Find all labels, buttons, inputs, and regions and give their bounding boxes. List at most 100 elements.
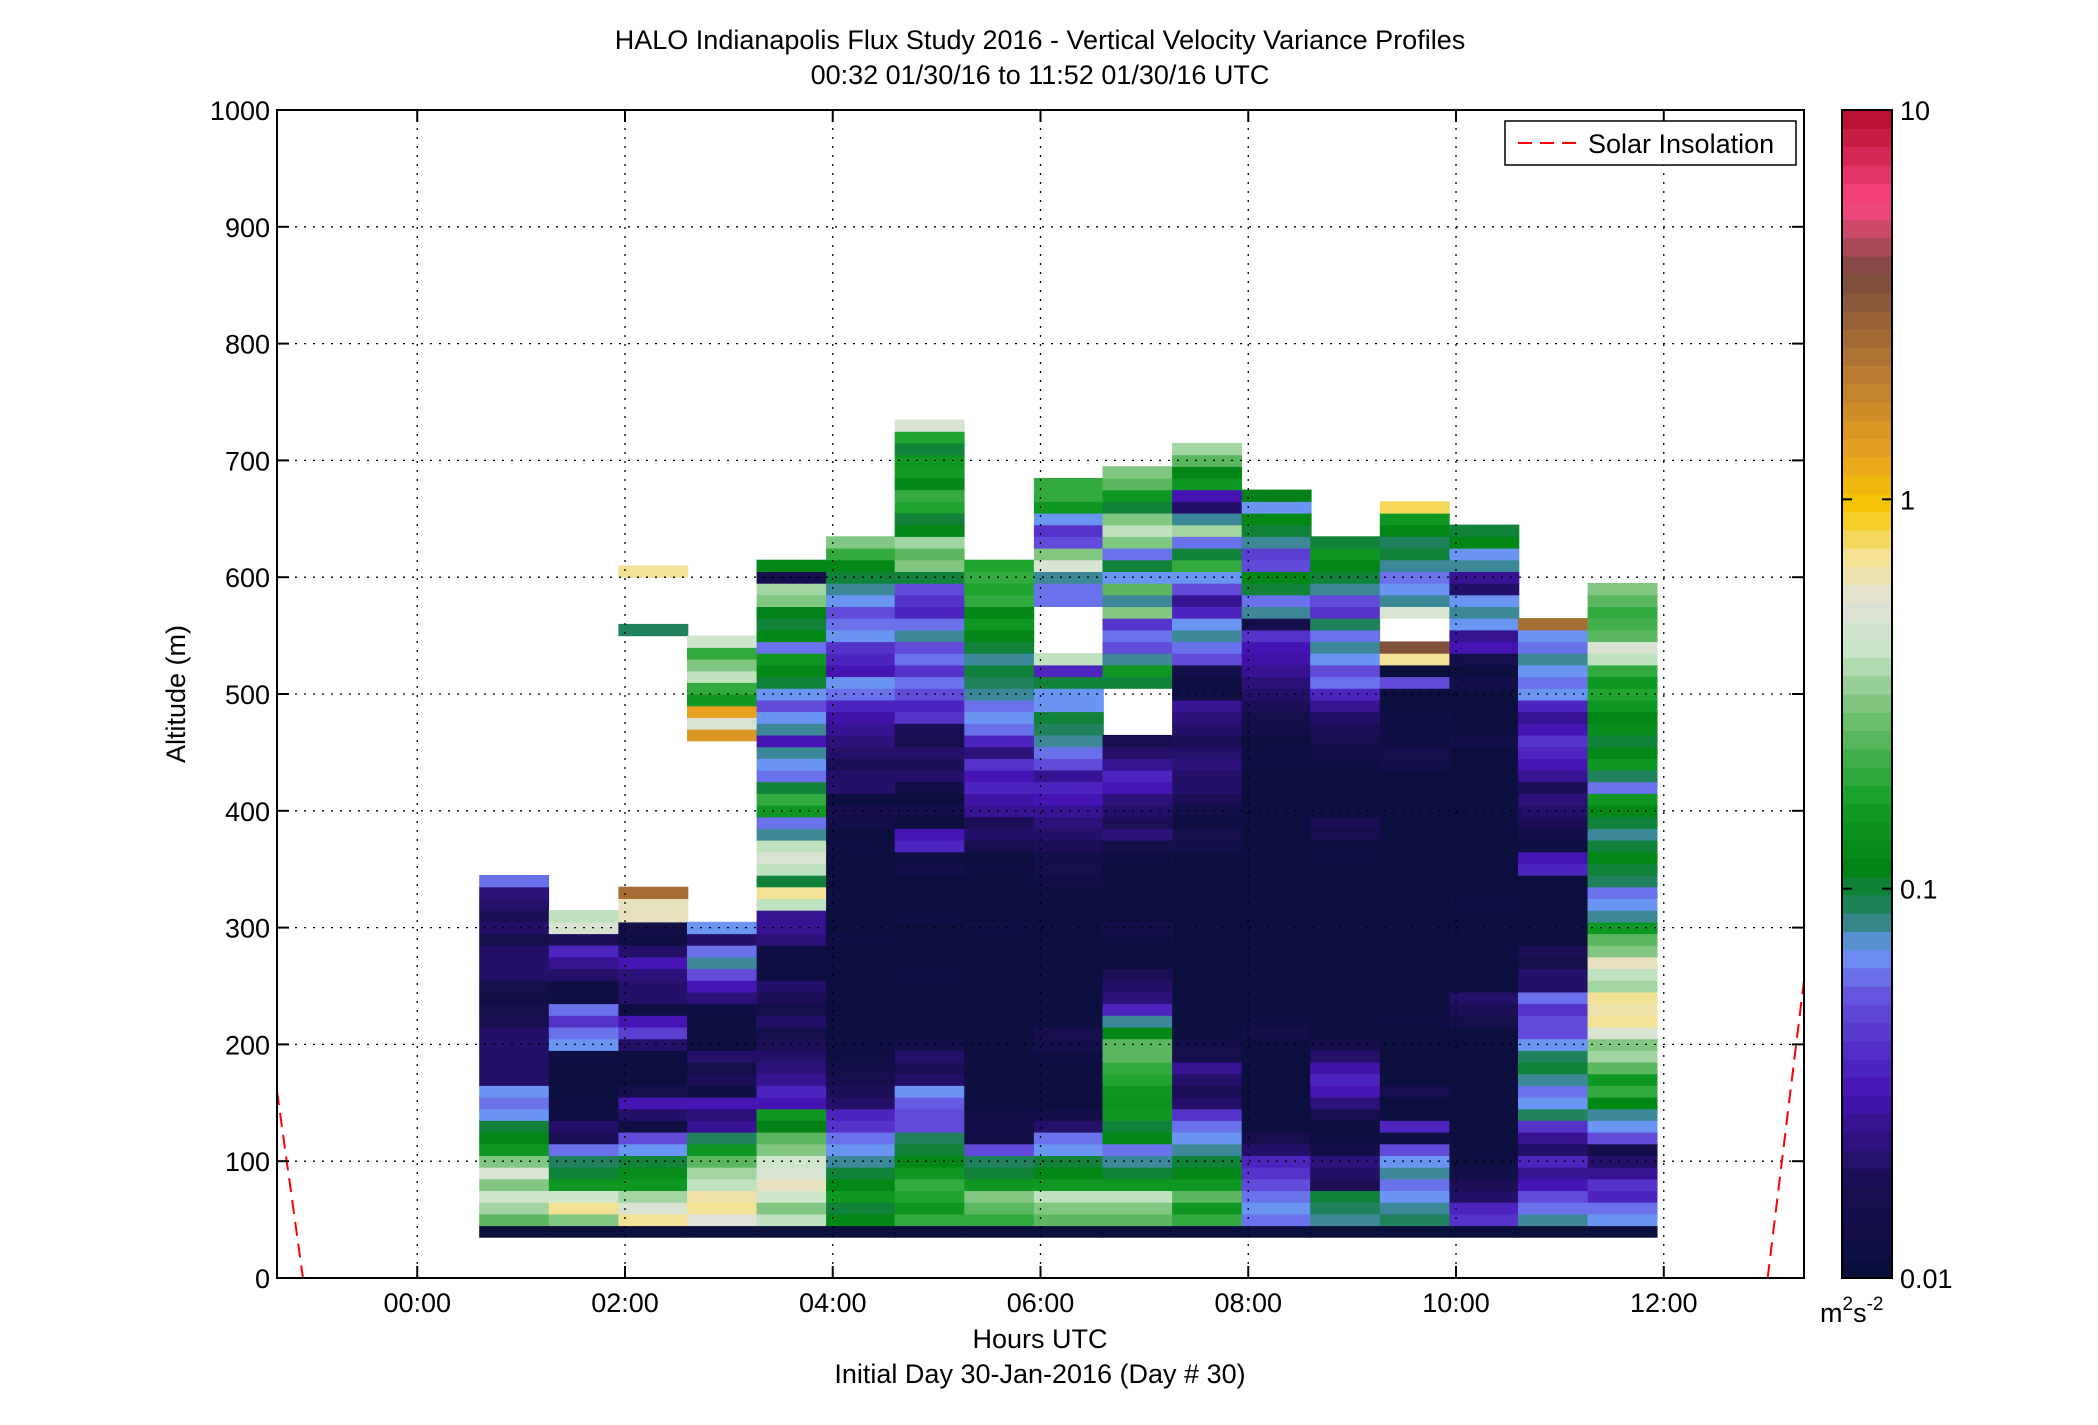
heatmap-cell: [1102, 758, 1173, 771]
heatmap-cell: [1172, 489, 1242, 502]
heatmap-cell: [1587, 1202, 1658, 1215]
heatmap-cell: [826, 571, 896, 584]
heatmap-cell: [894, 980, 965, 993]
y-tick-label: 300: [225, 914, 270, 944]
heatmap-cell: [826, 980, 896, 993]
heatmap-cell: [1379, 781, 1450, 794]
heatmap-cell: [1379, 513, 1450, 526]
heatmap-cell: [1033, 886, 1104, 899]
colorbar-cell: [1842, 785, 1892, 805]
x-tick-label: 08:00: [1214, 1288, 1282, 1318]
heatmap-cell: [1518, 1050, 1588, 1063]
heatmap-cell: [479, 1097, 550, 1110]
heatmap-cell: [964, 863, 1035, 876]
heatmap-cell: [1449, 711, 1520, 724]
heatmap-cell: [1033, 898, 1104, 911]
heatmap-cell: [1449, 991, 1520, 1005]
heatmap-cell: [1241, 1202, 1312, 1215]
heatmap-cell: [894, 746, 965, 759]
heatmap-cell: [1310, 559, 1381, 572]
heatmap-cell: [826, 1085, 896, 1098]
heatmap-cell: [894, 501, 965, 514]
heatmap-cell: [618, 1003, 689, 1016]
heatmap-cell: [1379, 933, 1450, 946]
heatmap-cell: [1172, 1120, 1242, 1133]
heatmap-cell: [1518, 781, 1588, 794]
heatmap-cell: [1033, 664, 1104, 678]
heatmap-cell: [1518, 886, 1588, 899]
heatmap-cell: [1172, 442, 1242, 456]
heatmap-cell: [479, 1061, 550, 1075]
heatmap-cell: [1379, 734, 1450, 748]
heatmap-cell: [1241, 1167, 1312, 1180]
heatmap-cell: [894, 898, 965, 911]
heatmap-cell: [687, 921, 757, 935]
heatmap-cell: [1241, 991, 1312, 1005]
heatmap-cell: [1449, 664, 1520, 678]
heatmap-cell: [1172, 1050, 1242, 1063]
heatmap-cell: [1449, 1120, 1520, 1133]
heatmap-cell: [1310, 851, 1381, 864]
heatmap-cell: [1449, 524, 1520, 537]
heatmap-cell: [548, 1167, 619, 1180]
heatmap-cell: [1587, 1073, 1658, 1086]
colorbar-cell: [1842, 183, 1892, 202]
heatmap-cell: [826, 1015, 896, 1028]
colorbar-cell: [1842, 1095, 1892, 1115]
heatmap-cell: [1033, 840, 1104, 853]
heatmap-cell: [1033, 968, 1104, 981]
colorbar-cell: [1842, 913, 1892, 932]
heatmap-cell: [1033, 1225, 1104, 1238]
heatmap-cell: [1102, 734, 1173, 748]
colorbar-cell: [1842, 803, 1892, 823]
heatmap-cell: [1241, 606, 1312, 619]
heatmap-cell: [1449, 1132, 1520, 1145]
heatmap-cell: [687, 670, 757, 683]
heatmap-cell: [1449, 559, 1520, 572]
heatmap-cell: [1172, 466, 1242, 479]
heatmap-cell: [1241, 1190, 1312, 1203]
heatmap-cell: [687, 1167, 757, 1180]
heatmap-cell: [1310, 945, 1381, 958]
heatmap-cell: [826, 1097, 896, 1110]
heatmap-cell: [1033, 1213, 1104, 1227]
heatmap-cell: [1310, 863, 1381, 876]
heatmap-cell: [1449, 828, 1520, 841]
heatmap-cell: [1587, 746, 1658, 759]
heatmap-cell: [1310, 805, 1381, 818]
heatmap-cell: [1033, 769, 1104, 783]
heatmap-cell: [687, 1178, 757, 1191]
heatmap-cell: [756, 583, 827, 596]
heatmap-cell: [1449, 816, 1520, 829]
heatmap-cell: [1172, 594, 1242, 607]
heatmap-cell: [479, 898, 550, 911]
heatmap-cell: [1587, 1120, 1658, 1133]
heatmap-cell: [1033, 1015, 1104, 1028]
heatmap-cell: [1379, 1061, 1450, 1075]
heatmap-cell: [756, 816, 827, 829]
heatmap-cell: [1172, 618, 1242, 631]
x-tick-label: 06:00: [1007, 1288, 1075, 1318]
heatmap-cell: [1241, 559, 1312, 572]
heatmap-cell: [548, 1026, 619, 1040]
heatmap-cell: [1587, 828, 1658, 841]
heatmap-cell: [756, 1108, 827, 1121]
heatmap-cell: [1102, 1155, 1173, 1168]
heatmap-cell: [1518, 898, 1588, 911]
heatmap-cell: [1379, 1225, 1450, 1238]
heatmap-cell: [1379, 1178, 1450, 1191]
heatmap-cell: [756, 991, 827, 1005]
heatmap-cell: [964, 1202, 1035, 1215]
heatmap-cell: [826, 875, 896, 888]
heatmap-cell: [964, 1085, 1035, 1098]
colorbar-cell: [1842, 1168, 1892, 1188]
heatmap-cell: [1310, 1038, 1381, 1051]
heatmap-cell: [964, 1178, 1035, 1191]
heatmap-cell: [1033, 571, 1104, 584]
heatmap-cell: [1379, 1026, 1450, 1040]
heatmap-cell: [1379, 1167, 1450, 1180]
heatmap-cell: [1172, 956, 1242, 970]
heatmap-cell: [894, 1132, 965, 1145]
heatmap-cell: [894, 489, 965, 502]
heatmap-cell: [1172, 571, 1242, 584]
